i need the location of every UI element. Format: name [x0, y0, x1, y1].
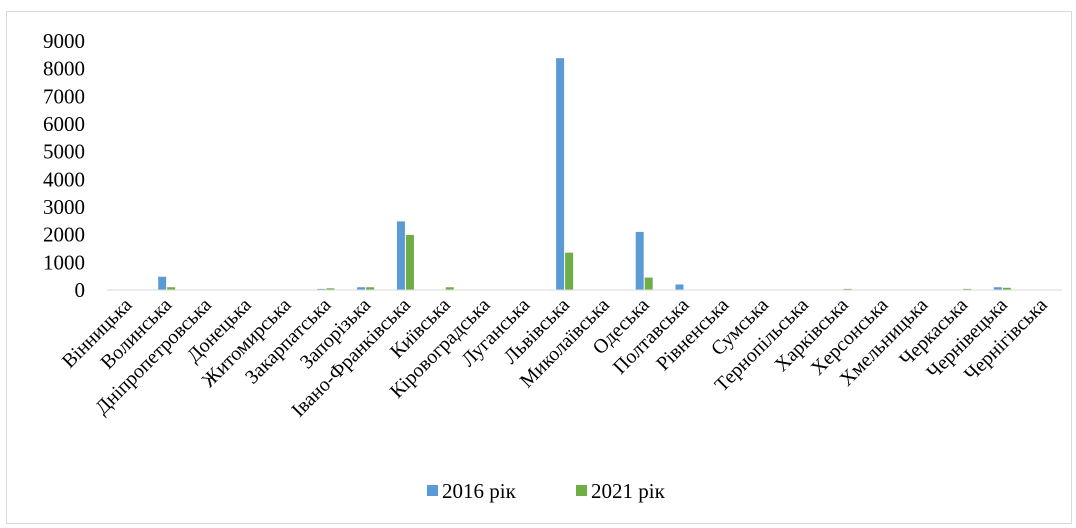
bar-2021: [1002, 287, 1011, 290]
bar-2016: [635, 231, 644, 290]
bar-chart: 0 1000 2000 3000 4000 5000 6000 7000 8000 9000 Ві…: [43, 29, 1062, 503]
x-axis: ВінницькаВолинськаДніпропетровськаДонець…: [58, 294, 1052, 422]
bar-2021: [963, 288, 972, 290]
legend-label-2021: 2021 рік: [591, 479, 666, 503]
chart-area: 0 1000 2000 3000 4000 5000 6000 7000 8000 9000 Ві…: [6, 11, 1072, 524]
bar-2021: [326, 288, 335, 290]
legend-swatch-2016: [427, 485, 438, 496]
y-tick-label: 9000: [43, 29, 85, 53]
bar-2021: [167, 287, 176, 290]
bar-2016: [158, 276, 167, 290]
bar-2016: [357, 287, 366, 290]
y-tick-label: 6000: [43, 112, 85, 136]
y-tick-label: 4000: [43, 167, 85, 191]
bar-2021: [445, 287, 454, 290]
bar-2016: [556, 58, 565, 290]
y-axis: 0 1000 2000 3000 4000 5000 6000 7000 8000 9000: [43, 29, 85, 302]
y-tick-label: 3000: [43, 195, 85, 219]
bar-2016: [675, 284, 684, 290]
legend-label-2016: 2016 рік: [442, 479, 517, 503]
bar-2016: [993, 287, 1002, 290]
bar-2021: [843, 288, 852, 290]
bar-2016: [317, 288, 326, 290]
bar-2021: [405, 234, 414, 290]
legend-swatch-2021: [576, 485, 587, 496]
y-tick-label: 8000: [43, 57, 85, 81]
y-tick-label: 7000: [43, 84, 85, 108]
y-tick-label: 2000: [43, 223, 85, 247]
y-tick-label: 5000: [43, 140, 85, 164]
bar-2021: [366, 287, 375, 290]
bar-2021: [644, 277, 653, 290]
y-tick-label: 1000: [43, 250, 85, 274]
y-tick-label: 0: [75, 278, 86, 302]
legend: 2016 рік 2021 рік: [427, 479, 666, 503]
bar-2021: [565, 252, 574, 290]
bar-2016: [396, 221, 405, 290]
bars: [118, 58, 1011, 290]
